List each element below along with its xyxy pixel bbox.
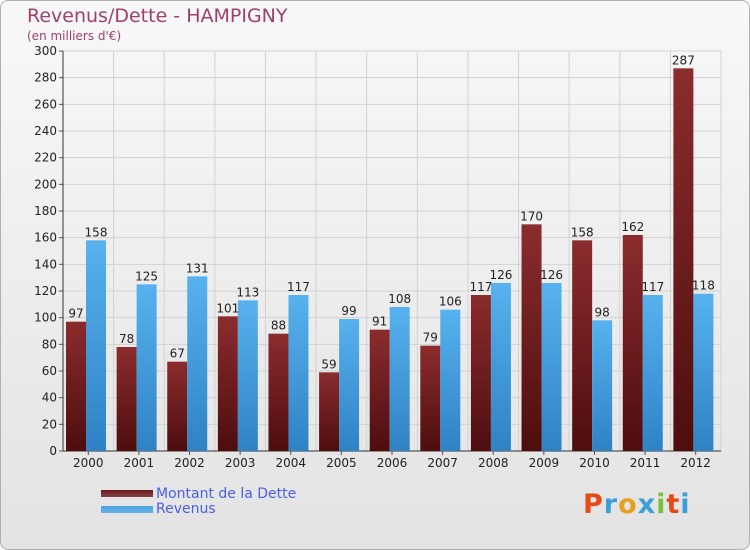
data-label: 117 — [641, 280, 664, 294]
data-label: 97 — [68, 307, 83, 321]
x-tick-label: 2004 — [275, 456, 306, 470]
data-label: 67 — [170, 347, 185, 361]
bar — [521, 224, 542, 451]
y-tick-label: 300 — [34, 44, 57, 58]
data-label: 113 — [236, 285, 259, 299]
x-tick-label: 2000 — [73, 456, 104, 470]
data-label: 287 — [672, 53, 695, 67]
data-label: 118 — [692, 279, 715, 293]
logo-letter: i — [680, 489, 691, 520]
data-label: 158 — [85, 225, 108, 239]
y-tick-label: 220 — [34, 151, 57, 165]
x-tick-label: 2012 — [680, 456, 711, 470]
x-tick-label: 2010 — [579, 456, 610, 470]
bar — [693, 293, 714, 451]
x-tick-label: 2003 — [225, 456, 256, 470]
data-label: 131 — [186, 261, 209, 275]
bar — [420, 345, 441, 451]
x-tick-label: 2006 — [377, 456, 408, 470]
data-label: 117 — [287, 280, 310, 294]
chart-title: Revenus/Dette - HAMPIGNY — [27, 5, 288, 27]
bar — [187, 276, 208, 451]
y-tick-label: 160 — [34, 231, 57, 245]
data-label: 126 — [540, 268, 563, 282]
data-label: 125 — [135, 269, 158, 283]
bar — [167, 361, 188, 451]
bar — [440, 309, 461, 451]
legend-label-revenue: Revenus — [156, 501, 216, 517]
logo-letter: o — [618, 489, 638, 520]
y-tick-label: 100 — [34, 311, 57, 325]
data-label: 78 — [119, 332, 134, 346]
bar — [116, 347, 137, 451]
data-label: 99 — [341, 304, 356, 318]
bar — [66, 321, 86, 451]
bar — [673, 68, 694, 451]
x-tick-label: 2002 — [174, 456, 205, 470]
data-label: 101 — [216, 301, 239, 315]
y-tick-label: 120 — [34, 284, 57, 298]
data-label: 126 — [489, 268, 512, 282]
data-label: 59 — [321, 357, 336, 371]
y-tick-label: 20 — [42, 417, 57, 431]
x-tick-label: 2007 — [427, 456, 458, 470]
y-tick-label: 200 — [34, 177, 57, 191]
x-tick-label: 2001 — [124, 456, 155, 470]
bar — [268, 333, 289, 451]
bar — [339, 319, 360, 451]
y-tick-label: 80 — [42, 337, 57, 351]
y-tick-label: 280 — [34, 71, 57, 85]
y-tick-label: 40 — [42, 391, 57, 405]
bar — [288, 295, 309, 451]
bar — [592, 320, 613, 451]
y-tick-label: 0 — [49, 444, 57, 458]
proxiti-logo: Proxiti — [583, 489, 691, 520]
data-label: 108 — [388, 292, 411, 306]
bar — [389, 307, 410, 451]
x-tick-label: 2008 — [478, 456, 509, 470]
x-tick-label: 2009 — [529, 456, 560, 470]
data-label: 79 — [423, 331, 438, 345]
logo-letter: x — [637, 489, 657, 520]
bar — [237, 300, 258, 451]
x-tick-label: 2011 — [630, 456, 661, 470]
y-tick-label: 60 — [42, 364, 57, 378]
legend-swatch-revenue — [101, 506, 153, 513]
bar — [541, 283, 562, 451]
bar — [319, 372, 340, 451]
y-tick-label: 140 — [34, 257, 57, 271]
bar — [622, 235, 643, 451]
bar — [217, 316, 238, 451]
logo-letter: t — [666, 489, 681, 520]
logo-letter: P — [583, 489, 604, 520]
x-tick-label: 2005 — [326, 456, 357, 470]
bar — [136, 284, 157, 451]
legend-swatch-debt — [101, 490, 153, 497]
data-label: 170 — [520, 209, 543, 223]
data-label: 162 — [621, 220, 644, 234]
bar — [572, 240, 593, 451]
y-tick-label: 180 — [34, 204, 57, 218]
bar — [86, 240, 106, 451]
y-tick-label: 260 — [34, 97, 57, 111]
data-label: 106 — [439, 295, 462, 309]
data-label: 158 — [571, 225, 594, 239]
bar — [369, 329, 390, 451]
y-tick-label: 240 — [34, 124, 57, 138]
data-label: 91 — [372, 315, 387, 329]
legend-label-debt: Montant de la Dette — [156, 486, 297, 502]
bar — [642, 295, 663, 451]
chart-subtitle: (en milliers d'€) — [27, 29, 122, 43]
bar — [490, 283, 511, 451]
logo-letter: i — [656, 489, 667, 520]
data-label: 117 — [469, 280, 492, 294]
data-label: 88 — [271, 319, 286, 333]
logo-letter: r — [603, 489, 619, 520]
data-label: 98 — [595, 305, 610, 319]
bar — [470, 295, 491, 451]
